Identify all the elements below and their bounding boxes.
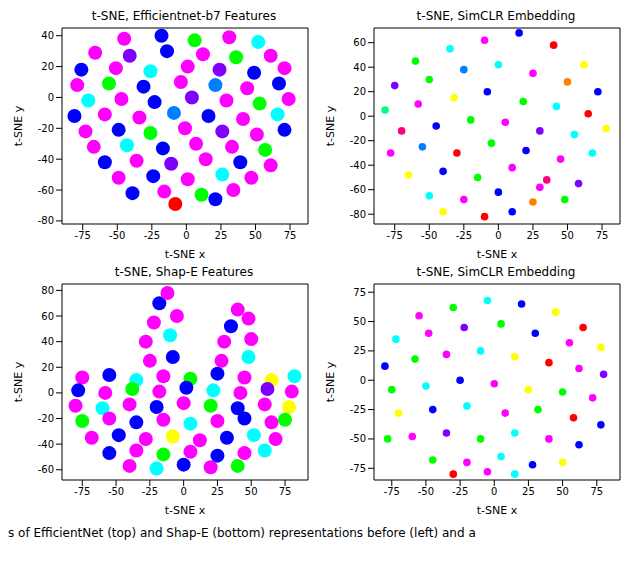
svg-text:t-SNE x: t-SNE x	[165, 504, 206, 517]
svg-text:40: 40	[353, 62, 366, 73]
svg-text:0: 0	[48, 387, 54, 398]
svg-text:0: 0	[360, 375, 366, 386]
svg-text:20: 20	[41, 362, 54, 373]
svg-text:-60: -60	[38, 464, 54, 475]
svg-text:50: 50	[353, 316, 366, 327]
svg-text:-60: -60	[350, 184, 366, 195]
html-text:t-SNE, Shap-E Features: t-SNE, Shap-E Features	[114, 265, 254, 279]
svg-text:-75: -75	[387, 230, 403, 241]
svg-text:75: 75	[353, 287, 366, 298]
svg-text:-75: -75	[74, 486, 90, 497]
svg-text:-80: -80	[38, 215, 54, 226]
svg-text:-75: -75	[350, 463, 366, 474]
svg-text:0: 0	[180, 486, 186, 497]
svg-text:t-SNE x: t-SNE x	[165, 248, 206, 261]
svg-text:25: 25	[211, 486, 224, 497]
svg-text:80: 80	[41, 285, 54, 296]
svg-text:-40: -40	[350, 160, 366, 171]
html-text:s of EfficientNet (top) and Sh: s of EfficientNet (top) and Shap-E (bott…	[8, 526, 476, 540]
svg-text:-25: -25	[142, 486, 158, 497]
svg-text:75: 75	[279, 486, 292, 497]
svg-text:60: 60	[41, 311, 54, 322]
svg-text:25: 25	[522, 486, 535, 497]
svg-text:25: 25	[215, 230, 228, 241]
svg-text:50: 50	[556, 486, 569, 497]
svg-text:25: 25	[353, 345, 366, 356]
svg-text:-40: -40	[38, 439, 54, 450]
svg-text:-80: -80	[350, 209, 366, 220]
svg-text:20: 20	[41, 61, 54, 72]
svg-text:75: 75	[590, 486, 603, 497]
svg-text:0: 0	[183, 230, 189, 241]
svg-text:-50: -50	[421, 230, 437, 241]
svg-text:-50: -50	[108, 486, 124, 497]
svg-text:-75: -75	[384, 486, 400, 497]
svg-text:-50: -50	[418, 486, 434, 497]
svg-text:-50: -50	[350, 433, 366, 444]
svg-text:t-SNE x: t-SNE x	[477, 248, 518, 261]
svg-text:-25: -25	[350, 404, 366, 415]
svg-text:t-SNE y: t-SNE y	[12, 361, 25, 402]
svg-text:-20: -20	[38, 413, 54, 424]
svg-text:t-SNE x: t-SNE x	[477, 504, 518, 517]
svg-text:t-SNE y: t-SNE y	[12, 105, 25, 146]
svg-text:t-SNE y: t-SNE y	[324, 105, 337, 146]
svg-text:25: 25	[527, 230, 540, 241]
svg-text:-25: -25	[452, 486, 468, 497]
svg-text:-20: -20	[350, 135, 366, 146]
svg-text:20: 20	[353, 86, 366, 97]
svg-text:-40: -40	[38, 154, 54, 165]
svg-text:40: 40	[41, 30, 54, 41]
svg-text:-20: -20	[38, 123, 54, 134]
svg-text:75: 75	[284, 230, 297, 241]
svg-text:50: 50	[249, 230, 262, 241]
svg-text:0: 0	[495, 230, 501, 241]
svg-text:40: 40	[41, 336, 54, 347]
svg-text:50: 50	[561, 230, 574, 241]
svg-text:-50: -50	[109, 230, 125, 241]
svg-text:50: 50	[245, 486, 258, 497]
html-text:t-SNE, SimCLR Embedding: t-SNE, SimCLR Embedding	[416, 9, 576, 23]
svg-text:-60: -60	[38, 185, 54, 196]
svg-text:-25: -25	[456, 230, 472, 241]
svg-text:75: 75	[596, 230, 609, 241]
svg-text:t-SNE y: t-SNE y	[324, 361, 337, 402]
svg-text:0: 0	[491, 486, 497, 497]
svg-text:-75: -75	[75, 230, 91, 241]
svg-text:0: 0	[360, 111, 366, 122]
html-text:t-SNE, Efficientnet-b7 Feature: t-SNE, Efficientnet-b7 Features	[91, 9, 277, 23]
svg-text:60: 60	[353, 37, 366, 48]
svg-text:0: 0	[48, 92, 54, 103]
html-text:t-SNE, SimCLR Embedding: t-SNE, SimCLR Embedding	[416, 265, 576, 279]
svg-text:-25: -25	[144, 230, 160, 241]
